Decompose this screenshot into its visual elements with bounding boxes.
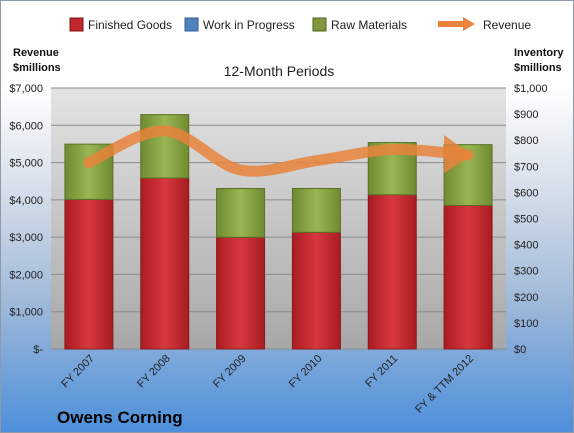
right-tick-label: $900 bbox=[514, 109, 538, 121]
x-tick-label: FY 2009 bbox=[211, 353, 249, 391]
x-tick-label: FY & TTM 2012 bbox=[413, 353, 476, 416]
chart-title: 12-Month Periods bbox=[224, 63, 335, 79]
right-tick-label: $400 bbox=[514, 240, 538, 252]
right-tick-label: $0 bbox=[514, 344, 526, 356]
right-axis-ticks: $0 $100 $200 $300 $400 $500 $600 $700 $800 $900 $1… bbox=[514, 83, 548, 356]
x-axis-ticks: FY 2007 FY 2008 FY 2009 FY 2010 FY 2011 FY & … bbox=[59, 353, 476, 416]
right-tick-label: $800 bbox=[514, 135, 538, 147]
revenue-line bbox=[83, 125, 474, 177]
revenue-point bbox=[315, 159, 318, 162]
bar-finished-goods bbox=[140, 177, 190, 350]
bar-raw-materials bbox=[140, 114, 190, 179]
legend-label-finished-goods: Finished Goods bbox=[88, 18, 172, 32]
legend: Finished Goods Work in Progress Raw Mate… bbox=[69, 17, 531, 32]
legend-label-revenue: Revenue bbox=[483, 18, 531, 32]
right-tick-label: $300 bbox=[514, 266, 538, 278]
revenue-line-arrowhead bbox=[444, 135, 473, 174]
left-axis-ticks: $- $1,000 $2,000 $3,000 $4,000 $5,000 $6,000 $7… bbox=[9, 83, 43, 356]
bar-raw-materials bbox=[216, 187, 266, 238]
bar-finished-goods bbox=[291, 231, 341, 350]
revenue-point bbox=[87, 161, 90, 164]
right-tick-label: $500 bbox=[514, 214, 538, 226]
revenue-point bbox=[239, 169, 242, 172]
right-tick-label: $600 bbox=[514, 187, 538, 199]
right-tick-label: $1,000 bbox=[514, 83, 548, 95]
legend-swatch-raw-materials bbox=[312, 17, 327, 32]
legend-label-raw-materials: Raw Materials bbox=[331, 18, 407, 32]
left-tick-label: $4,000 bbox=[9, 195, 43, 207]
right-tick-label: $100 bbox=[514, 318, 538, 330]
legend-swatch-finished-goods bbox=[69, 17, 84, 32]
bar-raw-materials bbox=[291, 187, 341, 233]
left-tick-label: $- bbox=[33, 344, 43, 356]
bars bbox=[64, 114, 493, 350]
revenue-point bbox=[391, 148, 394, 151]
x-tick-label: FY 2011 bbox=[363, 353, 400, 390]
x-tick-label: FY 2007 bbox=[59, 353, 97, 391]
bar-finished-goods bbox=[367, 194, 417, 350]
plot-area bbox=[51, 88, 506, 349]
right-tick-label: $700 bbox=[514, 161, 538, 173]
x-tick-label: FY 2008 bbox=[135, 353, 173, 391]
left-tick-label: $5,000 bbox=[9, 158, 43, 170]
left-tick-label: $3,000 bbox=[9, 232, 43, 244]
bar-finished-goods bbox=[216, 236, 266, 350]
x-tick-label: FY 2010 bbox=[287, 353, 325, 391]
right-tick-label: $200 bbox=[514, 292, 538, 304]
revenue-point bbox=[467, 154, 470, 157]
legend-swatch-work-in-progress bbox=[184, 17, 199, 32]
right-axis-title-line2: $millions bbox=[514, 62, 562, 74]
company-name: Owens Corning bbox=[57, 408, 183, 427]
gridlines bbox=[51, 87, 506, 350]
left-tick-label: $6,000 bbox=[9, 120, 43, 132]
left-tick-label: $2,000 bbox=[9, 269, 43, 281]
left-axis-title-line2: $millions bbox=[13, 62, 61, 74]
bar-finished-goods bbox=[64, 198, 114, 350]
legend-arrowhead-revenue bbox=[463, 17, 475, 31]
legend-label-work-in-progress: Work in Progress bbox=[203, 18, 295, 32]
left-tick-label: $7,000 bbox=[9, 83, 43, 95]
revenue-point bbox=[163, 129, 166, 132]
left-tick-label: $1,000 bbox=[9, 307, 43, 319]
left-axis-title-line1: Revenue bbox=[13, 47, 59, 59]
revenue-line-path bbox=[83, 125, 474, 177]
right-axis-title-line1: Inventory bbox=[514, 47, 564, 59]
bar-finished-goods bbox=[443, 204, 493, 350]
